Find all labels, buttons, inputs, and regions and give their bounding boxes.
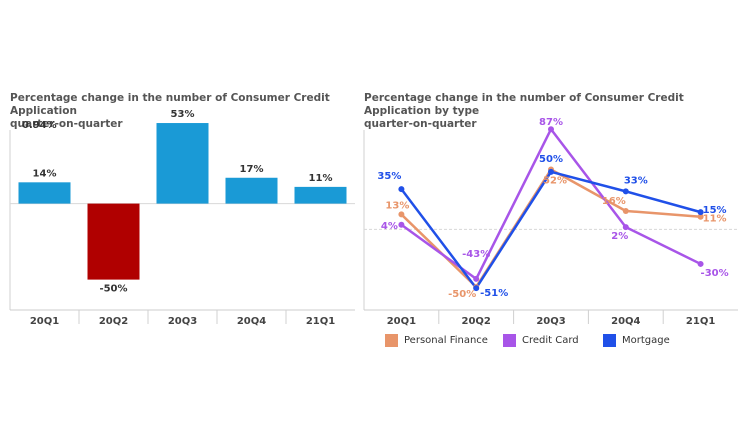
legend-item-mortgage: Mortgage	[603, 334, 670, 347]
bar-x-tick-label: 20Q1	[30, 316, 59, 327]
series-point	[398, 221, 405, 228]
series-data-label: 2%	[611, 231, 628, 242]
series-data-label: -51%	[480, 288, 508, 299]
series-data-label: 11%	[703, 214, 727, 225]
series-point	[697, 260, 704, 267]
series-data-label: 87%	[539, 117, 563, 128]
bar-value-label: 17%	[240, 164, 264, 175]
bar-20Q2	[87, 203, 140, 280]
line-x-tick-label: 20Q3	[536, 316, 565, 327]
series-data-label: 15%	[703, 205, 727, 216]
legend-label-mortgage: Mortgage	[622, 335, 670, 346]
bar-20Q1	[18, 182, 71, 204]
series-data-label: -30%	[701, 268, 729, 279]
series-point	[622, 188, 629, 195]
series-point	[548, 168, 554, 175]
series-line-mortgage	[400, 170, 701, 290]
series-data-label: 4%	[381, 221, 398, 232]
legend-swatch-personal-finance	[385, 334, 398, 347]
bar-x-tick-label: 20Q3	[168, 316, 197, 327]
series-point	[697, 209, 704, 216]
series-point	[398, 186, 405, 193]
bar-corner-label: 0.94%	[22, 120, 57, 131]
series-line-personal-finance	[400, 168, 701, 289]
series-point	[473, 285, 480, 292]
bar-value-label: -50%	[99, 284, 127, 295]
legend-label-personal-finance: Personal Finance	[404, 335, 488, 346]
series-data-label: -50%	[448, 289, 476, 300]
legend-swatch-mortgage	[603, 334, 616, 347]
series-point	[622, 207, 629, 214]
legend-swatch-credit-card	[503, 334, 516, 347]
series-point	[697, 213, 704, 220]
series-point	[548, 126, 554, 133]
line-chart-legend: Personal Finance Credit Card Mortgage	[385, 334, 670, 347]
bar-20Q3	[156, 123, 209, 204]
series-data-label: 13%	[385, 200, 409, 211]
line-x-tick-label: 20Q1	[387, 316, 416, 327]
series-data-label: -43%	[462, 249, 490, 260]
bar-value-label: 53%	[171, 109, 195, 120]
bar-value-label: 14%	[33, 168, 57, 179]
line-x-tick-label: 20Q2	[462, 316, 491, 327]
legend-label-credit-card: Credit Card	[522, 335, 579, 346]
bar-x-tick-label: 20Q4	[237, 316, 266, 327]
series-point	[622, 224, 629, 231]
series-data-label: 50%	[539, 154, 563, 165]
series-data-label: 16%	[602, 196, 626, 207]
series-data-label: 52%	[543, 176, 567, 187]
legend-item-credit-card: Credit Card	[503, 334, 603, 347]
bar-21Q1	[294, 186, 347, 204]
bar-value-label: 11%	[309, 173, 333, 184]
series-data-label: 35%	[377, 171, 401, 182]
bar-chart-title: Percentage change in the number of Consu…	[10, 92, 330, 130]
legend-item-personal-finance: Personal Finance	[385, 334, 503, 347]
series-point	[398, 211, 405, 218]
series-point	[473, 275, 480, 282]
series-data-label: 33%	[624, 175, 648, 186]
bar-20Q4	[225, 177, 278, 204]
series-line-credit-card	[400, 127, 702, 281]
line-chart-title: Percentage change in the number of Consu…	[364, 92, 684, 130]
line-x-tick-label: 21Q1	[686, 316, 715, 327]
line-x-tick-label: 20Q4	[611, 316, 640, 327]
bar-x-tick-label: 21Q1	[306, 316, 335, 327]
bar-x-tick-label: 20Q2	[99, 316, 128, 327]
